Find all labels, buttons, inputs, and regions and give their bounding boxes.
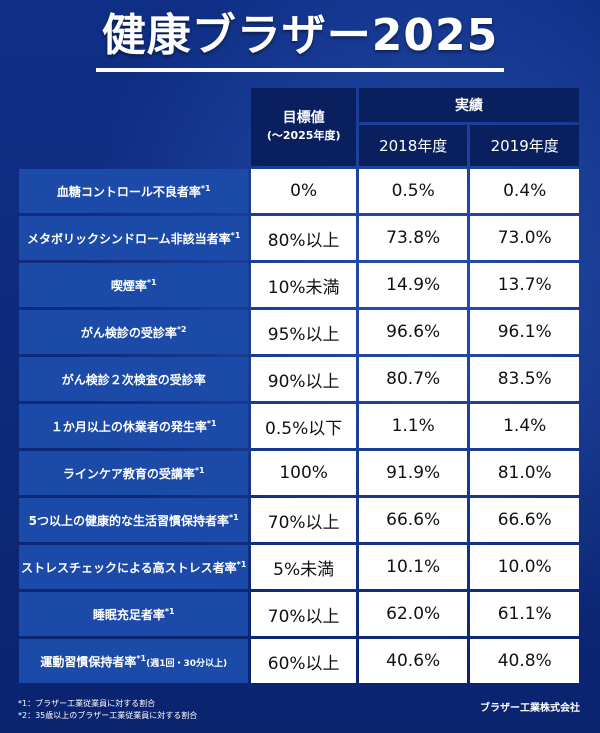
value-2019: 0.4% bbox=[470, 169, 579, 213]
row-note: *1 bbox=[230, 230, 241, 240]
value-2019: 66.6% bbox=[470, 498, 579, 542]
row-label: 睡眠充足者率*1 bbox=[19, 592, 249, 636]
row-label: がん検診２次検査の受診率 bbox=[19, 357, 249, 401]
year-2018-header: 2018年度 bbox=[358, 125, 468, 166]
row-note: *1 bbox=[164, 606, 175, 616]
row-label: がん検診の受診率*2 bbox=[19, 310, 249, 354]
target-value: 70%以上 bbox=[251, 592, 356, 636]
row-note: *1 bbox=[229, 512, 239, 522]
table-row: がん検診の受診率*2 95%以上 96.6% 96.1% bbox=[19, 310, 579, 354]
table-row: 運動習慣保持者率*1(週1回・30分以上) 60%以上 40.6% 40.8% bbox=[19, 639, 579, 683]
value-2018: 10.1% bbox=[358, 545, 468, 589]
value-2018: 91.9% bbox=[358, 451, 468, 495]
row-label-text: 睡眠充足者率 bbox=[92, 607, 165, 622]
target-header-sub: (〜2025年度) bbox=[266, 129, 341, 142]
target-value: 80%以上 bbox=[251, 216, 356, 260]
row-note: *1 bbox=[200, 183, 211, 193]
target-value: 70%以上 bbox=[251, 498, 356, 542]
row-label-text: １か月以上の休業者の発生率 bbox=[50, 419, 207, 434]
results-header: 実績 bbox=[358, 88, 579, 123]
value-2019: 10.0% bbox=[470, 545, 579, 589]
value-2019: 13.7% bbox=[470, 263, 579, 307]
target-value: 5%未満 bbox=[251, 545, 356, 589]
row-note: *2 bbox=[176, 324, 187, 334]
row-label-text: ストレスチェックによる高ストレス者率 bbox=[21, 560, 237, 575]
target-header-label: 目標値 bbox=[282, 110, 325, 126]
table-row: 喫煙率*1 10%未満 14.9% 13.7% bbox=[19, 263, 579, 307]
row-note: *1 bbox=[206, 418, 217, 428]
header-blank bbox=[19, 88, 248, 166]
row-label-text: 血糖コントロール不良者率 bbox=[56, 184, 201, 199]
row-note: *1 bbox=[136, 653, 147, 663]
table-row: ラインケア教育の受講率*1 100% 91.9% 81.0% bbox=[19, 451, 579, 495]
row-label: １か月以上の休業者の発生率*1 bbox=[19, 404, 249, 448]
table-row: 5つ以上の健康的な生活習慣保持者率*1 70%以上 66.6% 66.6% bbox=[19, 498, 579, 542]
row-label-text: ラインケア教育の受講率 bbox=[62, 466, 195, 481]
value-2018: 14.9% bbox=[358, 263, 468, 307]
row-label-text: 5つ以上の健康的な生活習慣保持者率 bbox=[28, 513, 229, 528]
header-row-2: 2018年度 2019年度 bbox=[19, 125, 579, 166]
target-value: 95%以上 bbox=[251, 310, 356, 354]
header-row-1: 目標値 (〜2025年度) 実績 bbox=[19, 88, 579, 166]
year-2019-header: 2019年度 bbox=[470, 125, 579, 166]
row-label: 喫煙率*1 bbox=[19, 263, 249, 307]
row-label: 5つ以上の健康的な生活習慣保持者率*1 bbox=[19, 498, 249, 542]
table-row: １か月以上の休業者の発生率*1 0.5%以下 1.1% 1.4% bbox=[19, 404, 579, 448]
footnotes: *1：ブラザー工業従業員に対する割合 *2：35歳以上のブラザー工業従業員に対す… bbox=[18, 698, 197, 722]
table-row: メタボリックシンドローム非該当者率*1 80%以上 73.8% 73.0% bbox=[19, 216, 579, 260]
value-2019: 1.4% bbox=[470, 404, 579, 448]
target-header: 目標値 (〜2025年度) bbox=[251, 88, 356, 166]
row-label: 運動習慣保持者率*1(週1回・30分以上) bbox=[19, 639, 249, 683]
target-value: 0% bbox=[251, 169, 356, 213]
row-label: ストレスチェックによる高ストレス者率*1 bbox=[19, 545, 249, 589]
footnote-1: *1：ブラザー工業従業員に対する割合 bbox=[18, 699, 156, 708]
row-label-text: 運動習慣保持者率 bbox=[40, 654, 137, 669]
value-2018: 80.7% bbox=[358, 357, 468, 401]
value-2019: 96.1% bbox=[470, 310, 579, 354]
row-note: *1 bbox=[194, 465, 205, 475]
table-row: がん検診２次検査の受診率 90%以上 80.7% 83.5% bbox=[19, 357, 579, 401]
table-row: 睡眠充足者率*1 70%以上 62.0% 61.1% bbox=[19, 592, 579, 636]
health-targets-table: 目標値 (〜2025年度) 実績 2018年度 2019年度 血糖コントロール不… bbox=[16, 85, 582, 686]
value-2018: 73.8% bbox=[358, 216, 468, 260]
value-2018: 96.6% bbox=[358, 310, 468, 354]
target-value: 60%以上 bbox=[251, 639, 356, 683]
footnote-2: *2：35歳以上のブラザー工業従業員に対する割合 bbox=[18, 711, 198, 720]
page-title: 健康ブラザー2025 bbox=[95, 6, 505, 72]
row-label: メタボリックシンドローム非該当者率*1 bbox=[19, 216, 249, 260]
value-2019: 40.8% bbox=[470, 639, 579, 683]
value-2019: 61.1% bbox=[470, 592, 579, 636]
row-label-text: がん検診の受診率 bbox=[80, 325, 177, 340]
row-label: 血糖コントロール不良者率*1 bbox=[19, 169, 249, 213]
row-note: *1 bbox=[146, 277, 157, 287]
value-2018: 66.6% bbox=[358, 498, 468, 542]
value-2019: 83.5% bbox=[470, 357, 579, 401]
value-2018: 62.0% bbox=[358, 592, 468, 636]
value-2019: 73.0% bbox=[470, 216, 579, 260]
row-label-text: メタボリックシンドローム非該当者率 bbox=[27, 231, 231, 246]
value-2018: 1.1% bbox=[358, 404, 468, 448]
value-2018: 0.5% bbox=[358, 169, 468, 213]
row-label-text: がん検診２次検査の受診率 bbox=[61, 372, 206, 387]
table-row: ストレスチェックによる高ストレス者率*1 5%未満 10.1% 10.0% bbox=[19, 545, 579, 589]
title-area: 健康ブラザー2025 bbox=[0, 6, 600, 72]
target-value: 100% bbox=[251, 451, 356, 495]
row-label: ラインケア教育の受講率*1 bbox=[19, 451, 249, 495]
target-value: 90%以上 bbox=[251, 357, 356, 401]
value-2018: 40.6% bbox=[358, 639, 468, 683]
row-label-extra: (週1回・30分以上) bbox=[146, 658, 228, 669]
target-value: 10%未満 bbox=[251, 263, 356, 307]
row-label-text: 喫煙率 bbox=[110, 278, 147, 293]
target-value: 0.5%以下 bbox=[251, 404, 356, 448]
value-2019: 81.0% bbox=[470, 451, 579, 495]
company-name: ブラザー工業株式会社 bbox=[480, 703, 580, 714]
table-row: 血糖コントロール不良者率*1 0% 0.5% 0.4% bbox=[19, 169, 579, 213]
row-note: *1 bbox=[236, 559, 247, 569]
